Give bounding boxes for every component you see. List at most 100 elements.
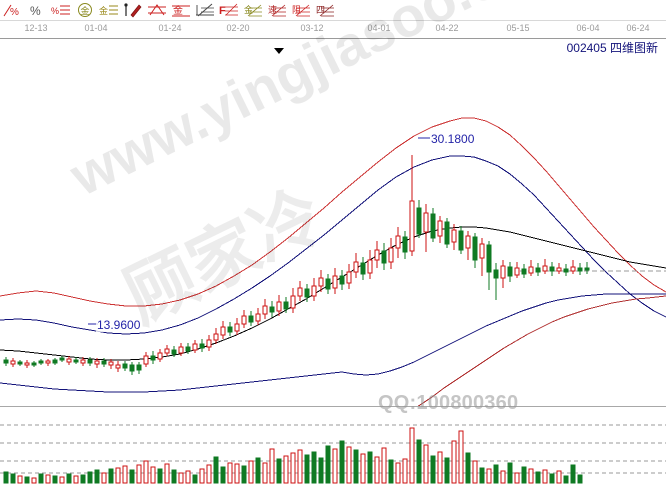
volume-bar	[150, 466, 156, 484]
volume-bar	[500, 470, 506, 484]
gold-section-icon[interactable]: 金	[169, 0, 193, 20]
candle-body	[444, 221, 450, 245]
series-lower-band	[417, 295, 666, 406]
volume-bar	[234, 463, 240, 484]
candle-body	[570, 266, 576, 272]
candle-body	[94, 360, 100, 365]
svg-text:金: 金	[244, 4, 253, 16]
volume-bar	[514, 472, 520, 484]
candle-body	[136, 364, 142, 371]
volume-bar	[164, 463, 170, 484]
candle-body	[556, 267, 562, 272]
volume-bar	[332, 448, 338, 484]
date-tick-label: 04-22	[435, 23, 459, 33]
candle-body	[10, 360, 16, 365]
volume-bar	[472, 460, 478, 484]
volume-bar	[304, 454, 310, 484]
volume-bar	[24, 476, 30, 484]
candle-body	[367, 259, 373, 274]
volume-bar	[290, 452, 296, 484]
quad-line-icon[interactable]: 四	[313, 0, 337, 20]
date-tick-label: 12-13	[24, 23, 48, 33]
volume-bar	[101, 472, 107, 484]
candle-body	[220, 326, 226, 336]
candle-body	[304, 288, 310, 298]
volume-bar	[276, 458, 282, 484]
volume-bar	[444, 457, 450, 484]
candle-body	[59, 357, 65, 361]
candle-body	[80, 359, 86, 364]
candle-body	[451, 229, 457, 243]
candle-body	[311, 285, 317, 297]
volume-bar	[73, 475, 79, 484]
volume-bar	[395, 462, 401, 484]
date-tick-label: 05-15	[506, 23, 530, 33]
candle-body	[318, 277, 324, 287]
date-tick-label: 06-24	[626, 23, 650, 33]
svg-text:四: 四	[316, 6, 325, 16]
trend-line-icon[interactable]	[193, 0, 217, 20]
pen-icon[interactable]	[121, 0, 145, 20]
candle-body	[157, 352, 163, 360]
speed-line-icon[interactable]: 速	[265, 0, 289, 20]
candle-body	[255, 313, 261, 322]
gold-line-icon[interactable]: 金	[97, 0, 121, 20]
candle-body	[38, 360, 44, 364]
volume-bar	[206, 464, 212, 484]
candle-body	[325, 278, 331, 290]
candle-body	[24, 362, 30, 366]
candle-body	[437, 220, 443, 237]
volume-bar	[479, 467, 485, 484]
candlestick-group	[3, 155, 590, 375]
candle-body	[52, 359, 58, 364]
candle-body	[269, 306, 275, 313]
candle-body	[458, 230, 464, 251]
fibonacci-icon[interactable]: F	[217, 0, 241, 20]
percent-change-icon[interactable]: %	[1, 0, 25, 20]
resistance-line-icon[interactable]: 阻	[289, 0, 313, 20]
volume-bar	[346, 446, 352, 484]
svg-text:%: %	[30, 4, 41, 18]
volume-bar	[87, 471, 93, 484]
gold-circle-icon[interactable]: 金	[73, 0, 97, 20]
candle-body	[150, 355, 156, 361]
candle-body	[129, 364, 135, 372]
volume-bar	[3, 471, 9, 484]
percent-line-icon[interactable]: %	[49, 0, 73, 20]
gann-fan-icon[interactable]	[145, 0, 169, 20]
price-chart-pane[interactable]	[0, 38, 666, 406]
svg-text:阻: 阻	[292, 5, 301, 16]
candle-body	[472, 236, 478, 261]
candle-body	[234, 323, 240, 332]
volume-bar	[570, 464, 576, 484]
candle-body	[45, 360, 51, 364]
candle-body	[528, 266, 534, 274]
candle-body	[339, 275, 345, 285]
candle-body	[73, 359, 79, 363]
candle-body	[283, 301, 289, 310]
candle-body	[164, 348, 170, 354]
stock-title: 002405 四维图新	[567, 39, 658, 56]
svg-text:%: %	[51, 6, 59, 16]
volume-bar	[262, 462, 268, 484]
volume-bar	[311, 451, 317, 484]
volume-bar	[108, 468, 114, 484]
volume-bar	[31, 477, 37, 484]
candle-body	[3, 359, 9, 364]
candle-body	[346, 271, 352, 284]
volume-bar	[493, 464, 499, 484]
series-middle-line	[0, 226, 666, 361]
candle-body	[297, 287, 303, 297]
volume-bar	[549, 473, 555, 484]
volume-bar	[38, 473, 44, 484]
svg-text:金: 金	[173, 4, 183, 17]
percent-icon[interactable]: %	[25, 0, 49, 20]
volume-bar	[171, 469, 177, 484]
gold-band-icon[interactable]: 金	[241, 0, 265, 20]
volume-bar	[577, 474, 583, 484]
volume-bar	[199, 468, 205, 484]
volume-chart-pane[interactable]	[0, 406, 666, 484]
candle-body	[521, 268, 527, 275]
volume-bar	[374, 456, 380, 484]
